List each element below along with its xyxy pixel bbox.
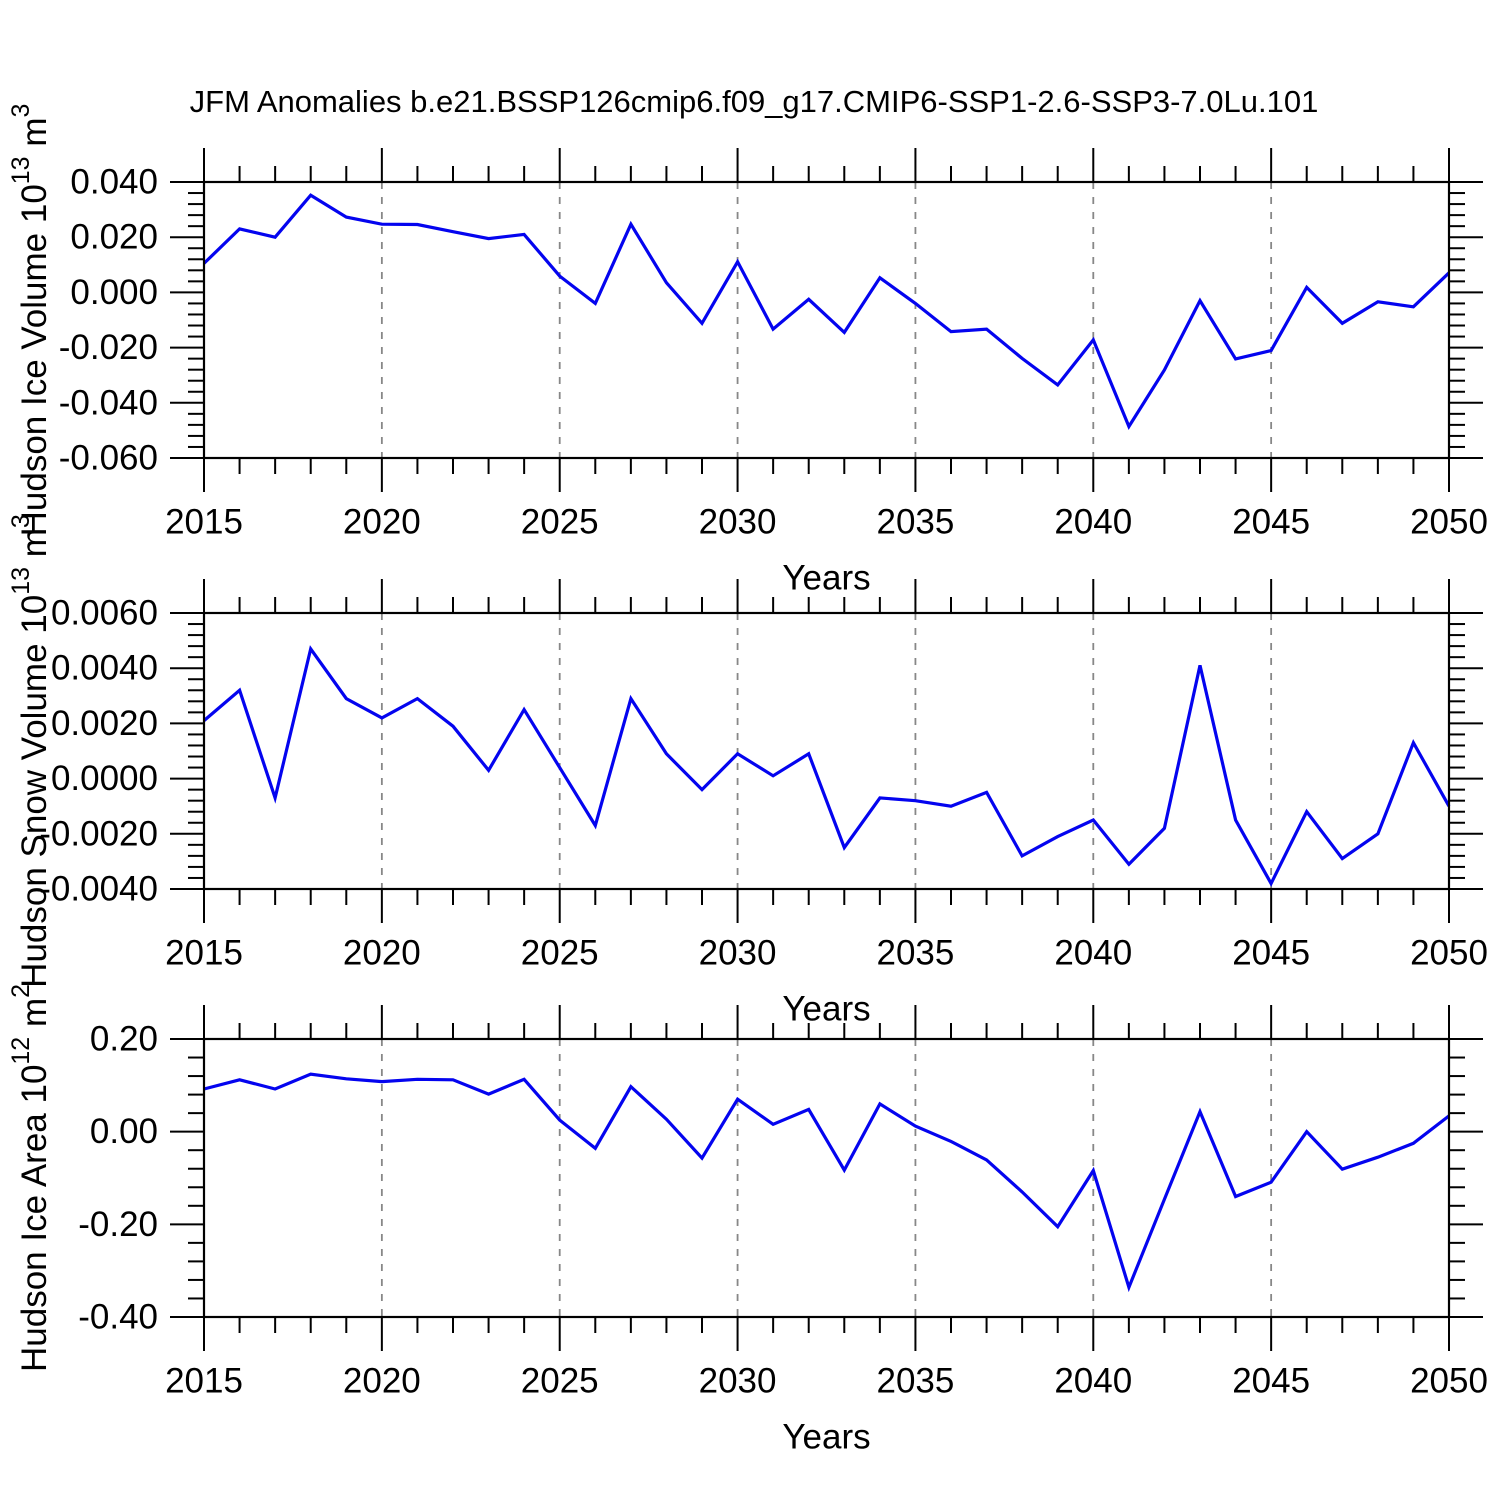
y-tick-label: 0.0060 [51, 594, 158, 633]
y-tick-label: -0.40 [78, 1298, 158, 1337]
x-tick-label: 2020 [343, 503, 421, 542]
hudson-ice-volume-line [202, 193, 1451, 430]
tick-marks [170, 1005, 1483, 1351]
y-tick-label: -0.020 [59, 328, 158, 367]
panel-hudson-snow-volume: 0.00600.00400.00200.0000-0.0020-0.004020… [7, 514, 1488, 1028]
x-tick-label: 2035 [876, 934, 954, 973]
x-axis-title: Years [782, 559, 870, 598]
x-tick-label: 2040 [1054, 503, 1132, 542]
x-tick-label: 2050 [1410, 503, 1488, 542]
x-axis-title: Years [782, 990, 870, 1029]
y-tick-label: 0.00 [90, 1112, 158, 1151]
y-tick-label: -0.0020 [39, 814, 158, 853]
x-tick-label: 2025 [521, 503, 599, 542]
y-axis-title: Hudson Ice Area 1012 m2 [7, 984, 54, 1372]
tick-marks [170, 148, 1483, 492]
y-tick-label: 0.0020 [51, 704, 158, 743]
plot-frame [202, 611, 1451, 891]
x-tick-label: 2025 [521, 1362, 599, 1401]
y-tick-label: 0.020 [70, 218, 158, 257]
hudson-ice-area-line [203, 1072, 1450, 1293]
y-tick-label: 0.000 [70, 273, 158, 312]
x-axis-title: Years [782, 1418, 870, 1457]
y-tick-label: -0.060 [59, 439, 158, 478]
x-tick-label: 2045 [1232, 934, 1310, 973]
y-tick-label: 0.20 [90, 1020, 158, 1059]
x-tick-label: 2015 [165, 503, 243, 542]
y-tick-label: -0.0040 [39, 870, 158, 909]
x-tick-label: 2030 [699, 1362, 777, 1401]
x-tick-label: 2035 [876, 503, 954, 542]
y-tick-label: -0.040 [59, 383, 158, 422]
hudson-snow-volume-line [202, 645, 1451, 887]
y-tick-label: -0.20 [78, 1205, 158, 1244]
y-tick-label: 0.0000 [51, 759, 158, 798]
y-tick-label: 0.0040 [51, 649, 158, 688]
y-axis-title: Hudson Ice Volume 1013 m3 [7, 104, 54, 537]
x-tick-label: 2030 [699, 503, 777, 542]
x-tick-label: 2030 [699, 934, 777, 973]
x-tick-label: 2050 [1410, 1362, 1488, 1401]
plot-frame [202, 180, 1451, 460]
x-tick-label: 2040 [1054, 934, 1132, 973]
x-tick-label: 2040 [1054, 1362, 1132, 1401]
tick-marks [170, 579, 1483, 923]
x-tick-label: 2015 [165, 934, 243, 973]
y-tick-label: 0.040 [70, 163, 158, 202]
plot-frame [202, 1037, 1451, 1319]
x-tick-label: 2020 [343, 934, 421, 973]
x-tick-label: 2035 [876, 1362, 954, 1401]
x-tick-label: 2045 [1232, 1362, 1310, 1401]
x-tick-label: 2050 [1410, 934, 1488, 973]
x-tick-label: 2020 [343, 1362, 421, 1401]
figure-title: JFM Anomalies b.e21.BSSP126cmip6.f09_g17… [190, 84, 1319, 119]
x-tick-label: 2015 [165, 1362, 243, 1401]
x-tick-label: 2025 [521, 934, 599, 973]
x-tick-label: 2045 [1232, 503, 1310, 542]
y-axis-title: Hudson Snow Volume 1013 m3 [7, 514, 54, 988]
